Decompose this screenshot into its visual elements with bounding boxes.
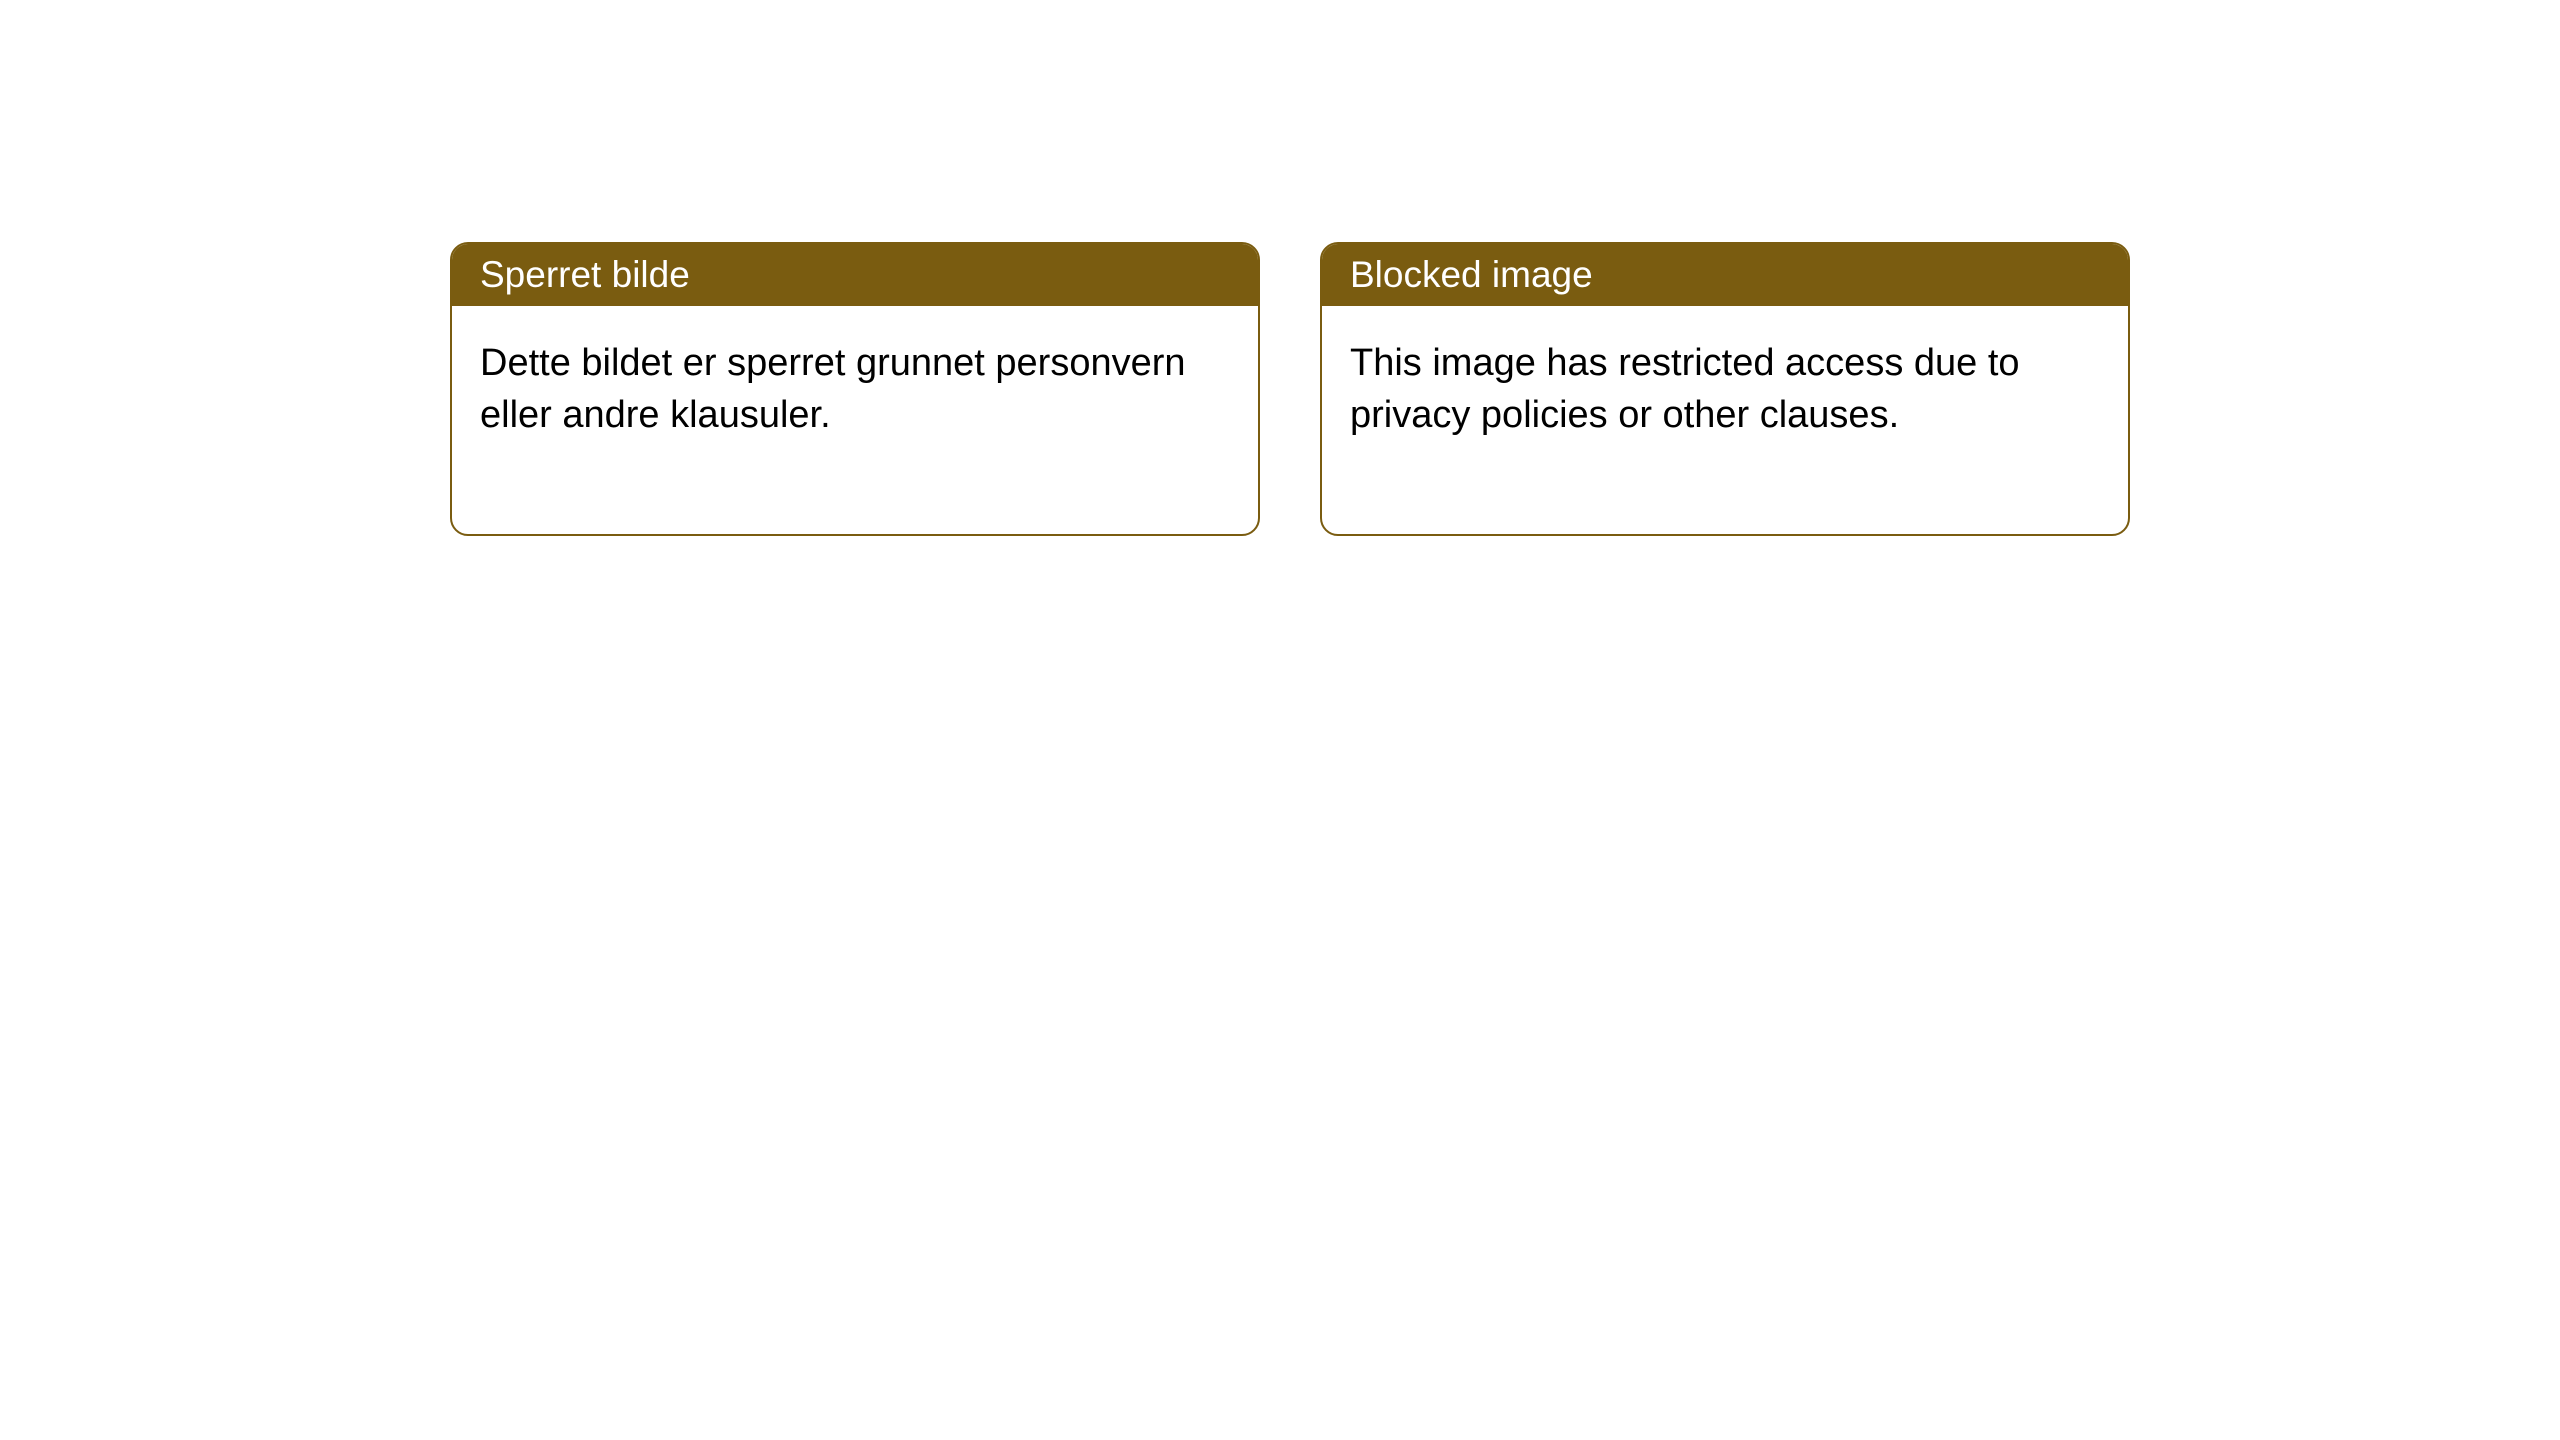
- notice-body-text: Dette bildet er sperret grunnet personve…: [480, 342, 1186, 436]
- notice-box-english: Blocked image This image has restricted …: [1320, 242, 2130, 536]
- notice-body: This image has restricted access due to …: [1322, 306, 2128, 534]
- notice-body: Dette bildet er sperret grunnet personve…: [452, 306, 1258, 534]
- notice-title: Blocked image: [1350, 254, 1593, 295]
- notice-container: Sperret bilde Dette bildet er sperret gr…: [0, 0, 2560, 536]
- notice-header: Sperret bilde: [452, 244, 1258, 306]
- notice-title: Sperret bilde: [480, 254, 690, 295]
- notice-header: Blocked image: [1322, 244, 2128, 306]
- notice-body-text: This image has restricted access due to …: [1350, 342, 2020, 436]
- notice-box-norwegian: Sperret bilde Dette bildet er sperret gr…: [450, 242, 1260, 536]
